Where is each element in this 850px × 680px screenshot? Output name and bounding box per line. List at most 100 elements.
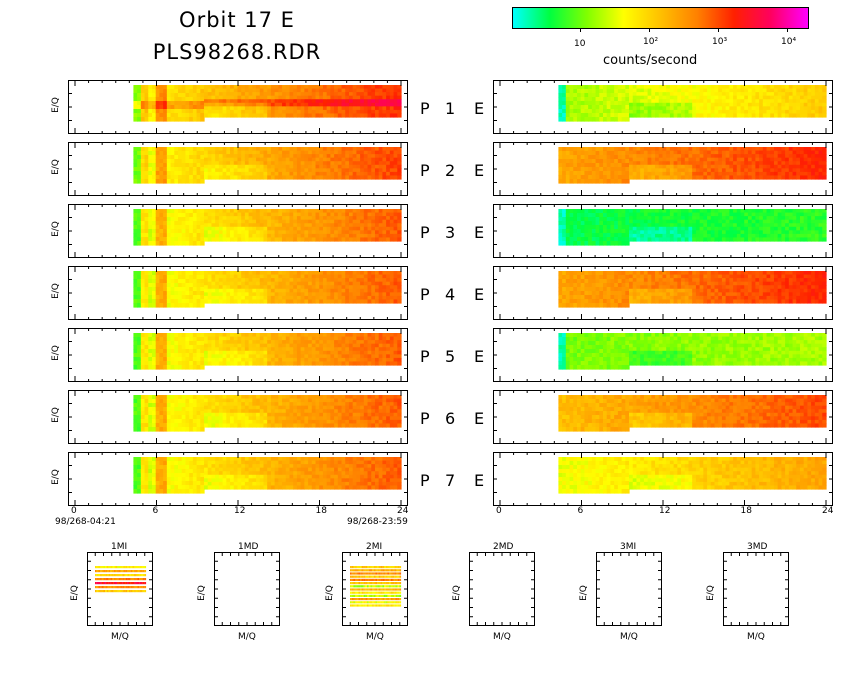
heatmap-cell: [207, 212, 213, 217]
heatmap-cell: [248, 233, 253, 239]
heatmap-cell: [159, 275, 164, 280]
heatmap-cell: [189, 151, 194, 156]
heatmap-cell: [244, 95, 250, 100]
heatmap-cell: [348, 295, 354, 301]
heatmap-cell: [773, 171, 779, 177]
heatmap-cell: [647, 157, 652, 162]
heatmap-cell: [155, 283, 161, 288]
heatmap-cell: [263, 147, 268, 152]
heatmap-cell: [565, 109, 571, 114]
heatmap-cell: [263, 230, 268, 235]
heatmap-cell: [222, 92, 227, 97]
heatmap-cell: [200, 85, 205, 90]
heatmap-cell: [744, 230, 749, 235]
heatmap-cell: [185, 303, 190, 308]
heatmap-cell: [345, 175, 350, 180]
heatmap-cell: [785, 216, 790, 221]
heatmap-cell: [311, 102, 317, 107]
heatmap-cell: [389, 95, 395, 100]
heatmap-cell: [603, 167, 608, 172]
heatmap-cell: [308, 281, 313, 286]
heatmap-cell: [274, 102, 279, 107]
heatmap-cell: [285, 109, 291, 115]
heatmap-cell: [677, 95, 682, 100]
heatmap-cell: [606, 151, 612, 156]
heatmap-cell: [215, 278, 220, 283]
heatmap-cell: [196, 109, 201, 114]
heatmap-cell: [393, 168, 398, 173]
heatmap-cell: [576, 225, 582, 230]
heatmap-cell: [393, 212, 398, 217]
heatmap-cell: [740, 171, 745, 177]
heatmap-cell: [636, 154, 641, 159]
heatmap-cell: [360, 147, 365, 152]
heatmap-cell: [140, 213, 146, 218]
heatmap-cell: [345, 168, 350, 173]
heatmap-cell: [137, 213, 142, 218]
heatmap-cell: [170, 287, 175, 292]
heatmap-cell: [363, 299, 369, 304]
heatmap-cell: [174, 295, 179, 300]
heatmap-cell: [610, 233, 615, 238]
heatmap-cell: [736, 209, 742, 214]
heatmap-cell: [204, 88, 209, 93]
heatmap-cell: [629, 106, 634, 111]
heatmap-cell: [178, 85, 183, 90]
heatmap-cell: [740, 175, 745, 180]
heatmap-cell: [133, 155, 138, 160]
heatmap-cell: [733, 216, 738, 221]
heatmap-cell: [747, 209, 753, 214]
heatmap-cell: [710, 88, 716, 93]
heatmap-cell: [178, 287, 183, 292]
heatmap-cell: [606, 233, 612, 238]
heatmap-cell: [374, 157, 380, 162]
heatmap-cell: [796, 212, 801, 217]
heatmap-cell: [226, 154, 231, 159]
heatmap-cell: [673, 99, 678, 104]
heatmap-cell: [218, 168, 224, 173]
heatmap-cell: [725, 219, 730, 224]
heatmap-cell: [785, 175, 790, 180]
heatmap-cell: [614, 221, 619, 226]
heatmap-cell: [322, 271, 328, 276]
heatmap-cell: [703, 209, 708, 214]
heatmap-cell: [334, 285, 339, 290]
heatmap-cell: [651, 106, 656, 111]
heatmap-cell: [155, 237, 161, 242]
heatmap-cell: [163, 155, 168, 160]
heatmap-cell: [204, 92, 209, 97]
heatmap-cell: [155, 167, 161, 172]
heatmap-cell: [629, 109, 634, 115]
heatmap-cell: [211, 223, 216, 228]
heatmap-cell: [326, 113, 331, 118]
heatmap-cell: [591, 109, 597, 114]
heatmap-cell: [304, 150, 309, 155]
heatmap-cell: [655, 85, 660, 90]
heatmap-cell: [192, 147, 198, 152]
heatmap-cell: [389, 230, 395, 235]
heatmap-cell: [204, 154, 209, 159]
heatmap-cell: [192, 109, 198, 114]
heatmap-cell: [181, 105, 187, 110]
heatmap-cell: [588, 209, 593, 214]
heatmap-cell: [300, 157, 305, 162]
heatmap-cell: [207, 230, 213, 235]
heatmap-cell: [677, 106, 682, 111]
heatmap-cell: [151, 117, 157, 122]
heatmap-cell: [662, 150, 667, 155]
heatmap-cell: [348, 164, 354, 169]
heatmap-cell: [669, 154, 675, 159]
heatmap-cell: [196, 221, 201, 226]
heatmap-cell: [322, 278, 328, 283]
heatmap-cell: [248, 271, 253, 276]
heatmap-cell: [133, 171, 138, 176]
heatmap-cell: [230, 292, 235, 297]
heatmap-cell: [226, 226, 231, 231]
heatmap-cell: [151, 175, 157, 180]
heatmap-cell: [569, 241, 574, 246]
heatmap-cell: [151, 163, 157, 168]
heatmap-cell: [729, 102, 734, 107]
heatmap-cell: [270, 157, 276, 162]
heatmap-cell: [222, 171, 227, 177]
heatmap-cell: [803, 168, 809, 173]
